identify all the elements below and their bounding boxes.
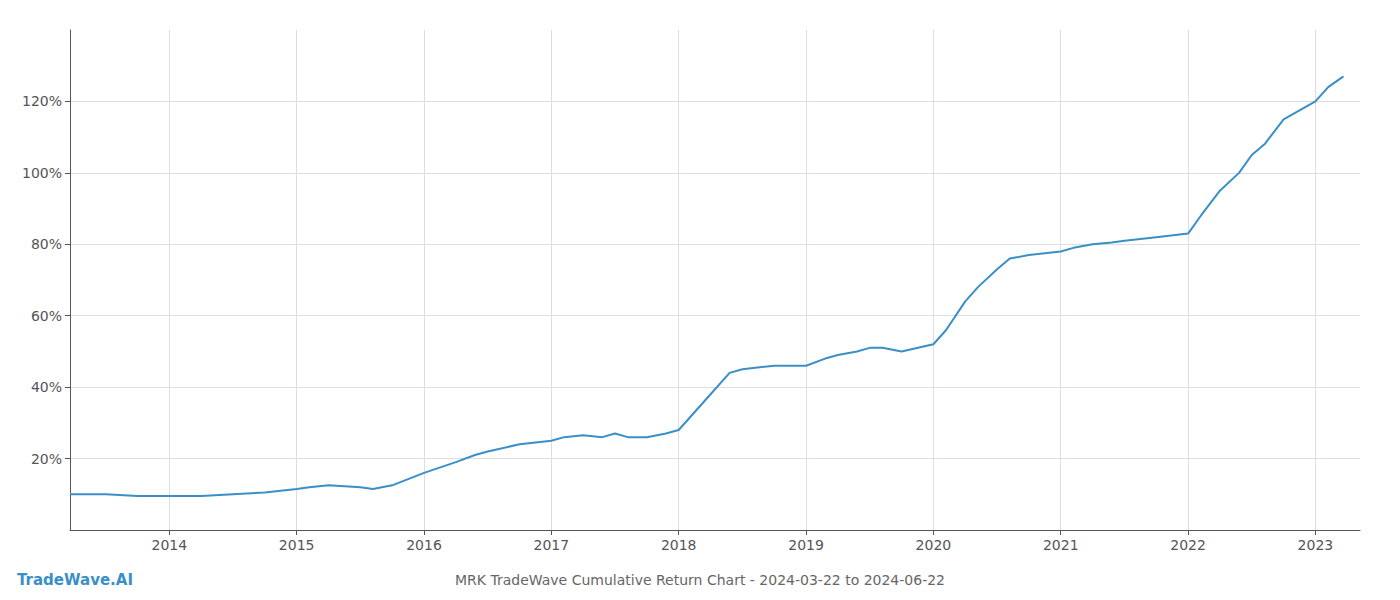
svg-text:2019: 2019 bbox=[788, 537, 824, 553]
svg-text:120%: 120% bbox=[22, 93, 62, 109]
svg-text:2022: 2022 bbox=[1170, 537, 1206, 553]
svg-text:2016: 2016 bbox=[406, 537, 442, 553]
svg-text:2014: 2014 bbox=[152, 537, 188, 553]
svg-text:2015: 2015 bbox=[279, 537, 315, 553]
svg-text:80%: 80% bbox=[31, 236, 62, 252]
svg-text:MRK TradeWave Cumulative Retur: MRK TradeWave Cumulative Return Chart - … bbox=[455, 572, 945, 588]
svg-text:40%: 40% bbox=[31, 379, 62, 395]
svg-text:100%: 100% bbox=[22, 165, 62, 181]
svg-text:TradeWave.AI: TradeWave.AI bbox=[17, 571, 133, 589]
svg-text:2017: 2017 bbox=[534, 537, 570, 553]
svg-text:2023: 2023 bbox=[1298, 537, 1334, 553]
svg-text:20%: 20% bbox=[31, 451, 62, 467]
svg-text:2018: 2018 bbox=[661, 537, 697, 553]
svg-text:2020: 2020 bbox=[916, 537, 952, 553]
svg-text:60%: 60% bbox=[31, 308, 62, 324]
svg-text:2021: 2021 bbox=[1043, 537, 1079, 553]
